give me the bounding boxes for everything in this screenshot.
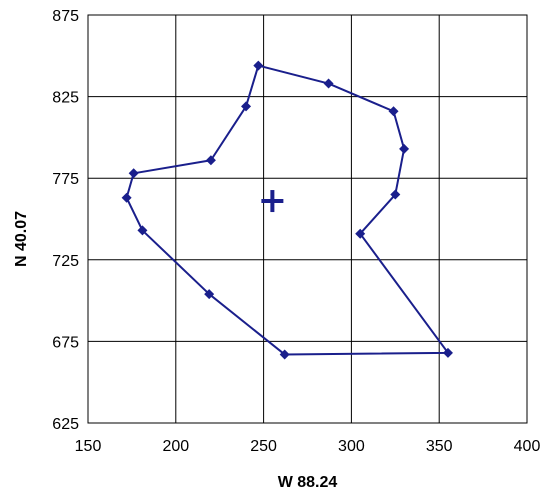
x-axis-title: W 88.24 [278,474,338,491]
x-tick-label: 300 [338,438,365,455]
y-tick-label: 775 [52,171,79,188]
annotations-layer [261,190,284,213]
data-point-marker [355,228,366,239]
data-point-marker [241,101,252,112]
data-point-marker [442,347,453,358]
data-point-marker [253,60,264,71]
centroid-plus-marker [261,190,284,213]
data-point-marker [279,349,290,360]
series-line-0 [125,64,449,356]
y-tick-label: 825 [52,90,79,107]
x-tick-label: 200 [162,438,189,455]
x-tick-label: 350 [426,438,453,455]
x-tick-label: 250 [250,438,277,455]
data-point-marker [137,225,148,236]
data-point-marker [128,168,139,179]
x-tick-label: 150 [75,438,102,455]
data-point-marker [399,143,410,154]
x-tick-label: 400 [514,438,541,455]
data-point-marker [204,289,215,300]
plot-area-frame [87,14,528,424]
x-axis-tick-labels: 150 200 250 300 350 400 [75,438,541,455]
data-point-marker [388,106,399,117]
grid [87,14,528,424]
y-axis-tick-labels: 625 675 725 775 825 875 [52,8,79,433]
y-tick-label: 725 [52,253,79,270]
y-axis-title: N 40.07 [13,211,30,267]
data-point-marker [390,189,401,200]
series-layer [121,60,453,360]
y-tick-label: 675 [52,334,79,351]
data-point-marker [205,155,216,166]
y-tick-label: 625 [52,416,79,433]
y-tick-label: 875 [52,8,79,25]
data-point-marker [121,192,132,203]
data-point-marker [323,78,334,89]
